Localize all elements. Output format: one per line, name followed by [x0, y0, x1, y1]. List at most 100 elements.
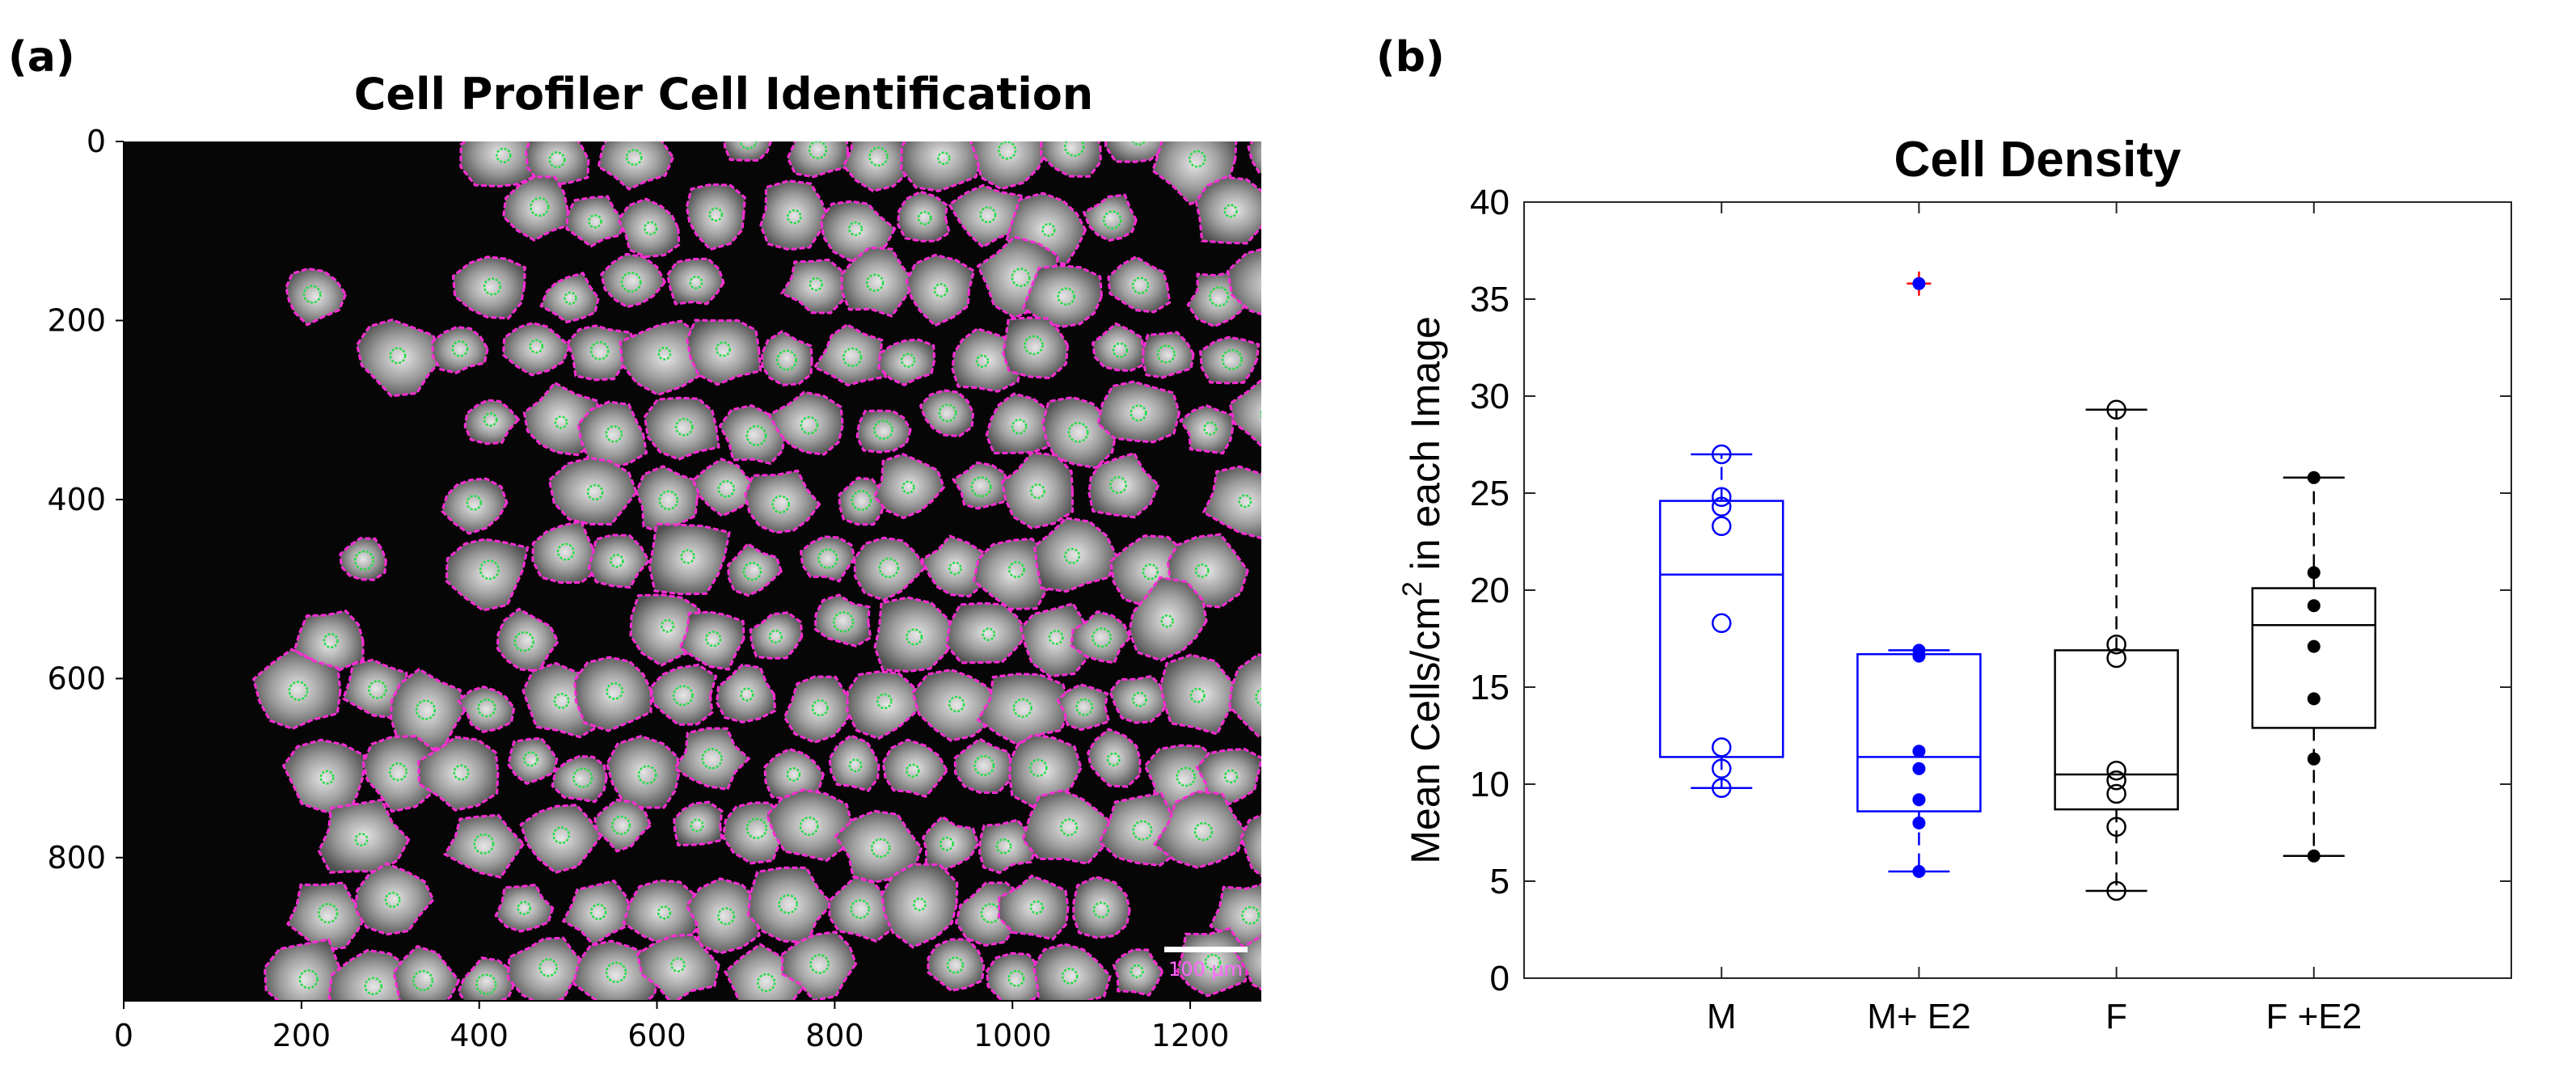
nucleus-marker: [644, 221, 658, 235]
nucleus-marker: [288, 681, 309, 701]
cell-outline: [945, 601, 1030, 665]
cell-outline: [531, 520, 599, 584]
nucleus-marker: [1011, 418, 1028, 435]
x-tick-label: M: [1707, 997, 1737, 1036]
nucleus-marker: [787, 209, 802, 225]
cell-outline: [1082, 193, 1138, 242]
nucleus-marker: [868, 146, 889, 167]
nucleus-marker: [529, 339, 544, 354]
y-tick-label: 0: [1490, 959, 1510, 998]
cell-outline: [1096, 380, 1181, 444]
cell-outline: [897, 190, 951, 243]
cell-outline: [828, 734, 880, 792]
panel-a-axes: 0 200 400 600 800 1000 1200 0 200 400 600 800: [47, 124, 1261, 1053]
nucleus-marker: [368, 680, 387, 699]
cell-outline: [1201, 465, 1261, 540]
nucleus-marker: [354, 833, 369, 847]
nucleus-marker: [620, 272, 642, 293]
nucleus-marker: [412, 969, 434, 992]
cell-outline: [390, 667, 467, 753]
nucleus-marker: [1223, 769, 1239, 784]
box-group-1: [1658, 444, 1784, 799]
cell-outline: [1128, 576, 1208, 662]
nucleus-marker: [475, 973, 497, 995]
cell-outline: [1228, 653, 1261, 738]
cell-outline: [813, 593, 872, 648]
cell-outline: [327, 948, 420, 1001]
nucleus-marker: [906, 763, 920, 778]
nucleus-marker: [483, 277, 501, 296]
nucleus-marker: [690, 818, 704, 833]
nucleus-marker: [740, 687, 754, 702]
panel-a-title: Cell Profiler Cell Identification: [354, 69, 1094, 120]
nucleus-marker: [364, 977, 382, 996]
nucleus-marker: [1057, 287, 1075, 306]
cell-outline: [1056, 683, 1111, 732]
cell-outline: [780, 930, 858, 1001]
data-point: [2307, 639, 2321, 653]
nucleus-marker: [477, 698, 496, 718]
cell-outline: [1107, 255, 1172, 314]
nucleus-marker: [611, 815, 631, 835]
data-point: [1711, 496, 1732, 517]
nucleus-marker: [483, 412, 498, 427]
cell-outline: [880, 863, 959, 949]
nucleus-marker: [674, 417, 694, 437]
nucleus-marker: [708, 207, 724, 222]
nucleus-marker: [1007, 561, 1025, 579]
nucleus-marker: [1109, 475, 1127, 494]
cell-outline: [969, 141, 1049, 191]
cell-outline: [779, 258, 849, 314]
nucleus-marker: [1203, 421, 1218, 436]
cell-outline: [285, 267, 348, 327]
nucleus-marker: [556, 542, 575, 561]
cell-outline: [506, 936, 591, 1001]
cell-outline: [1141, 331, 1195, 379]
cell-outline: [587, 534, 651, 589]
cell-outline: [1227, 248, 1261, 316]
nucleus-marker: [745, 817, 767, 839]
data-point: [1912, 865, 1926, 878]
nucleus-marker: [842, 347, 863, 368]
cell-outline: [1021, 788, 1118, 865]
nucleus-marker: [661, 618, 675, 633]
plot-frame: [1523, 201, 2512, 979]
nucleus-marker: [778, 894, 798, 914]
nucleus-marker: [776, 349, 797, 371]
nucleus-marker: [389, 347, 407, 365]
cell-outline: [881, 738, 949, 799]
cell-outline: [1178, 404, 1235, 455]
nucleus-marker: [572, 767, 593, 788]
image-y-tick-label: 600: [47, 660, 106, 696]
nucleus-marker: [809, 276, 823, 292]
nucleus-marker: [517, 901, 531, 916]
nucleus-marker: [658, 490, 679, 511]
nucleus-marker: [625, 149, 643, 166]
nucleus-marker: [817, 548, 838, 569]
cell-outline: [605, 735, 680, 809]
nucleus-marker: [479, 559, 500, 580]
nucleus-marker: [876, 693, 893, 710]
cell-outline: [445, 538, 530, 612]
cell-outline: [686, 319, 762, 386]
nucleus-marker: [319, 770, 335, 785]
nucleus-marker: [1130, 964, 1144, 978]
cell-outline: [1239, 813, 1261, 878]
cell-outline: [1008, 733, 1083, 808]
cell-outline: [354, 862, 435, 936]
cell-outline: [920, 534, 990, 598]
data-point: [2307, 692, 2321, 706]
cell-outline: [1021, 264, 1104, 328]
nucleus-marker: [1194, 563, 1210, 578]
segmented-cells: [251, 141, 1285, 1001]
nucleus-marker: [1260, 409, 1261, 419]
nucleus-marker: [1011, 268, 1031, 288]
data-point: [1711, 778, 1732, 799]
cell-outline: [673, 727, 751, 791]
image-y-tick-label: 400: [47, 482, 106, 517]
cell-outline: [1020, 601, 1091, 678]
nucleus-marker: [1265, 838, 1281, 854]
nucleus-marker: [1266, 274, 1285, 293]
nucleus-marker: [353, 550, 374, 571]
cell-outline: [1070, 610, 1132, 665]
